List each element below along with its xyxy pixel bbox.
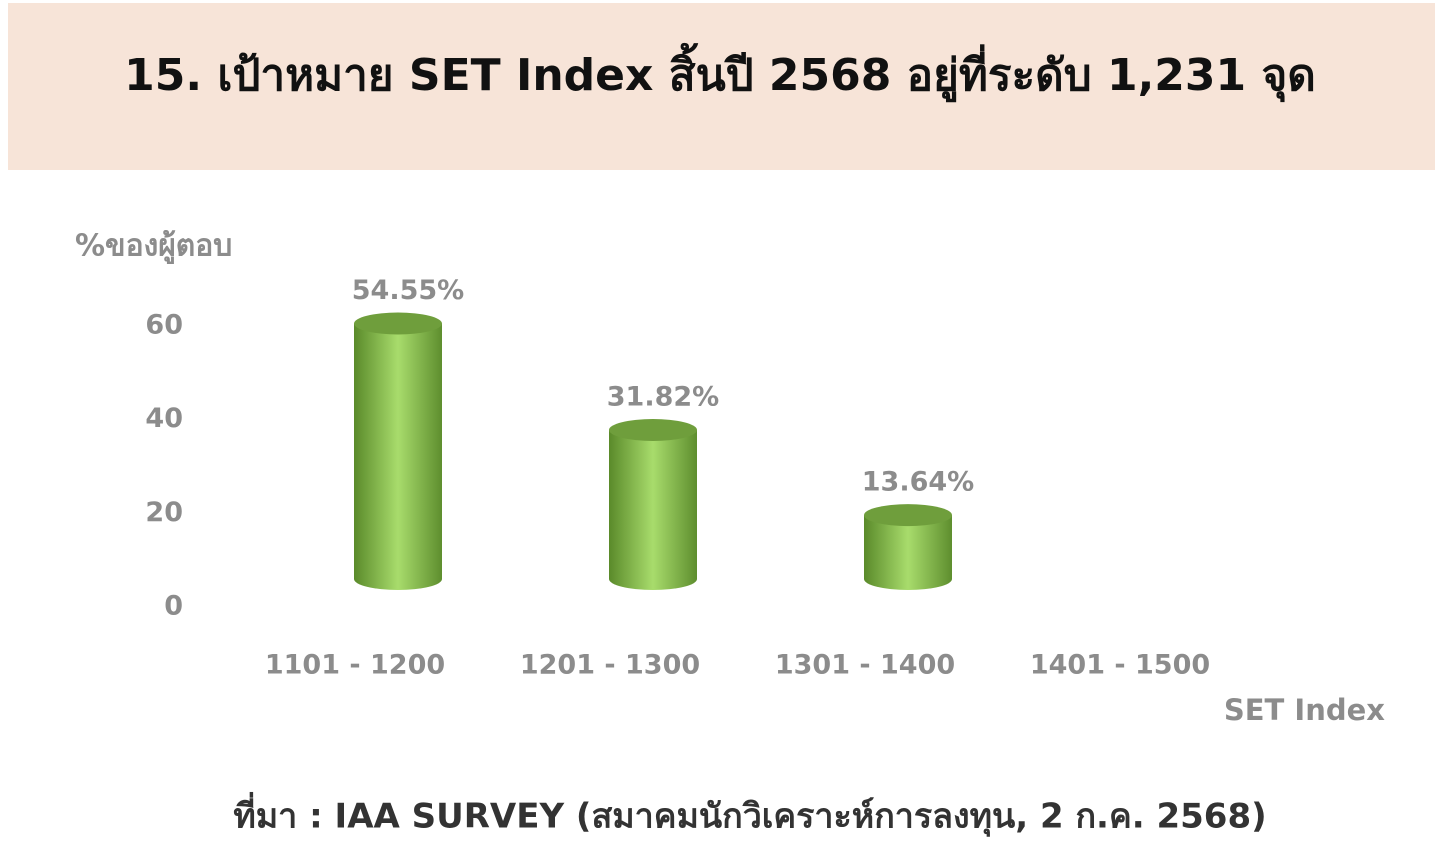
x-tick-label: 1201 - 1300 <box>520 650 700 681</box>
y-tick-label: 60 <box>145 310 183 341</box>
value-label: 54.55% <box>352 275 464 306</box>
bar <box>354 312 442 590</box>
y-axis-label: %ของผู้ตอบ <box>75 229 232 265</box>
source-note: ที่มา : IAA SURVEY (สมาคมนักวิเคราะห์การ… <box>233 792 1266 838</box>
x-tick-label: 1301 - 1400 <box>775 650 955 681</box>
value-label: 13.64% <box>862 467 974 498</box>
bar <box>609 418 697 590</box>
value-label: 31.82% <box>607 381 719 412</box>
y-tick-label: 40 <box>145 403 183 434</box>
chart-title: 15. เป้าหมาย SET Index สิ้นปี 2568 อยู่ท… <box>124 42 1316 103</box>
x-tick-label: 1401 - 1500 <box>1030 650 1210 681</box>
header-band <box>8 3 1435 170</box>
x-tick-label: 1101 - 1200 <box>265 650 445 681</box>
y-tick-label: 0 <box>164 591 183 622</box>
x-axis-label: SET Index <box>1224 693 1385 727</box>
bar <box>864 504 952 590</box>
y-tick-label: 20 <box>145 497 183 528</box>
